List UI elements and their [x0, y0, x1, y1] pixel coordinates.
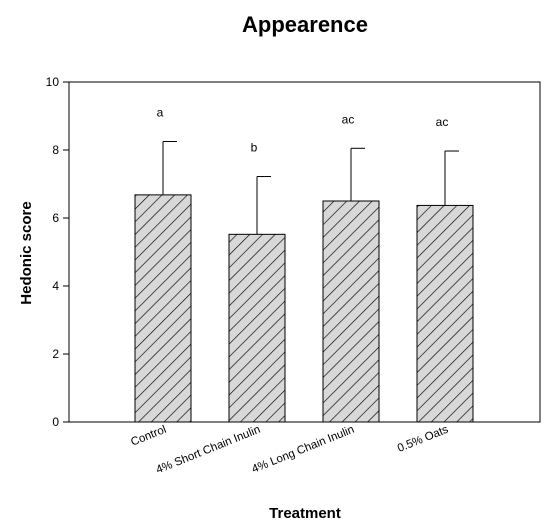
- y-tick-label: 2: [52, 347, 59, 361]
- bars-group: [134, 194, 474, 423]
- axes-group: [68, 81, 541, 423]
- y-tick-label: 6: [52, 211, 59, 225]
- chart-title: Appearence: [242, 12, 368, 37]
- bar: [134, 194, 192, 423]
- bar: [228, 233, 286, 423]
- significance-label: ac: [342, 112, 355, 126]
- y-axis-label: Hedonic score: [18, 201, 35, 304]
- x-tick-label: Control: [129, 424, 168, 449]
- y-tick-label: 0: [52, 415, 59, 429]
- y-tick-label: 8: [52, 143, 59, 157]
- y-tick-label: 4: [52, 279, 59, 293]
- significance-label: ac: [436, 115, 449, 129]
- significance-label: b: [251, 141, 258, 155]
- x-tick-label: 0.5% Oats: [396, 424, 451, 455]
- bar: [322, 200, 380, 423]
- plot-frame: [68, 81, 541, 423]
- x-axis-label: Treatment: [269, 505, 341, 522]
- bar: [416, 204, 474, 423]
- significance-labels-group: a b ac ac: [157, 106, 449, 155]
- significance-label: a: [157, 106, 164, 120]
- x-tick-label: 4% Short Chain Inulin: [154, 424, 262, 477]
- y-tick-label: 10: [46, 75, 60, 89]
- x-tick-label: 4% Long Chain Inulin: [250, 424, 356, 476]
- y-ticks-group: 0 2 4 6 8 10: [46, 75, 69, 429]
- error-bars-group: [162, 141, 459, 235]
